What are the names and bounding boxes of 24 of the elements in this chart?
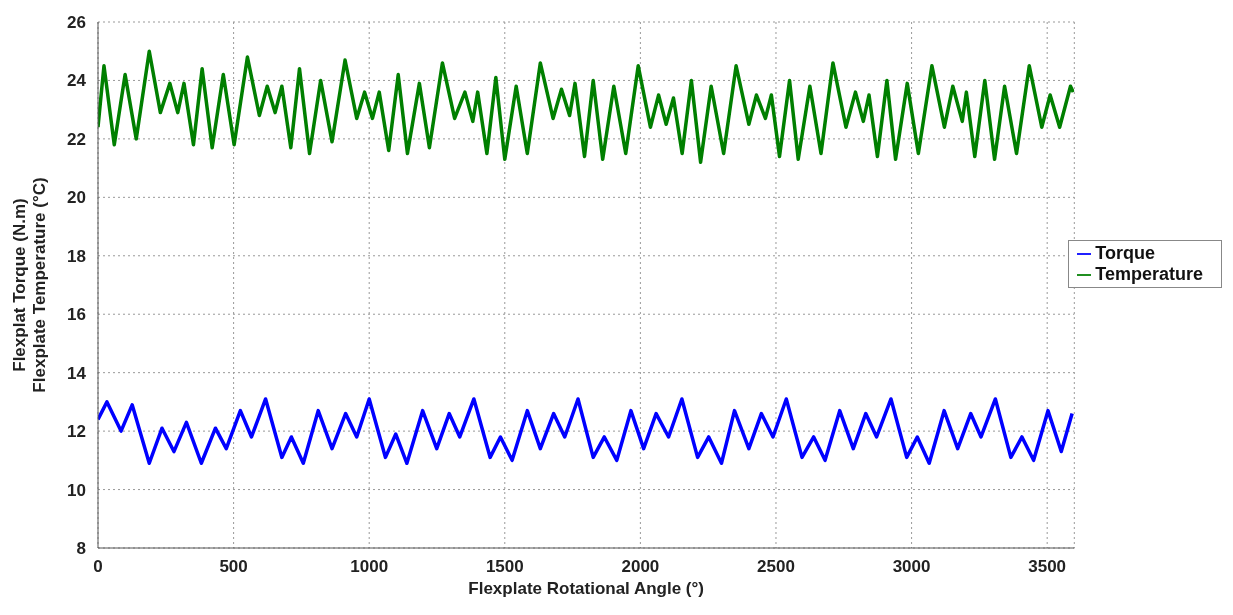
x-tick-label: 2500: [757, 557, 795, 577]
y-tick-label: 24: [67, 71, 87, 91]
x-tick-label: 1000: [350, 557, 389, 577]
y-tick-label: 20: [67, 188, 86, 208]
x-tick-label: 3500: [1028, 557, 1067, 577]
y-tick-label: 22: [67, 129, 86, 149]
y-tick-label: 10: [67, 480, 86, 500]
x-tick-label: 500: [219, 557, 248, 577]
y-tick-label: 12: [67, 422, 86, 442]
x-tick-label: 2000: [621, 557, 660, 577]
line-series: [98, 49, 1075, 165]
x-tick-label: 3000: [892, 557, 931, 577]
x-tick-label: 0: [93, 557, 103, 577]
y-tick-label: 8: [76, 539, 86, 559]
x-axis-title: Flexplate Rotational Angle (°): [468, 579, 704, 598]
y-tick-label: 16: [67, 305, 86, 325]
y-tick-label: 18: [67, 246, 86, 266]
legend-label: Temperature: [1095, 264, 1203, 284]
legend-label: Torque: [1095, 243, 1155, 263]
y-tick-label: 14: [67, 363, 87, 383]
x-tick-label: 1500: [485, 557, 524, 577]
y-tick-label: 26: [67, 13, 86, 33]
y-axis-title: Flexplat Torque (N.m) Flexplate Temperature (°C): [10, 177, 49, 393]
line-series: [98, 397, 1074, 466]
